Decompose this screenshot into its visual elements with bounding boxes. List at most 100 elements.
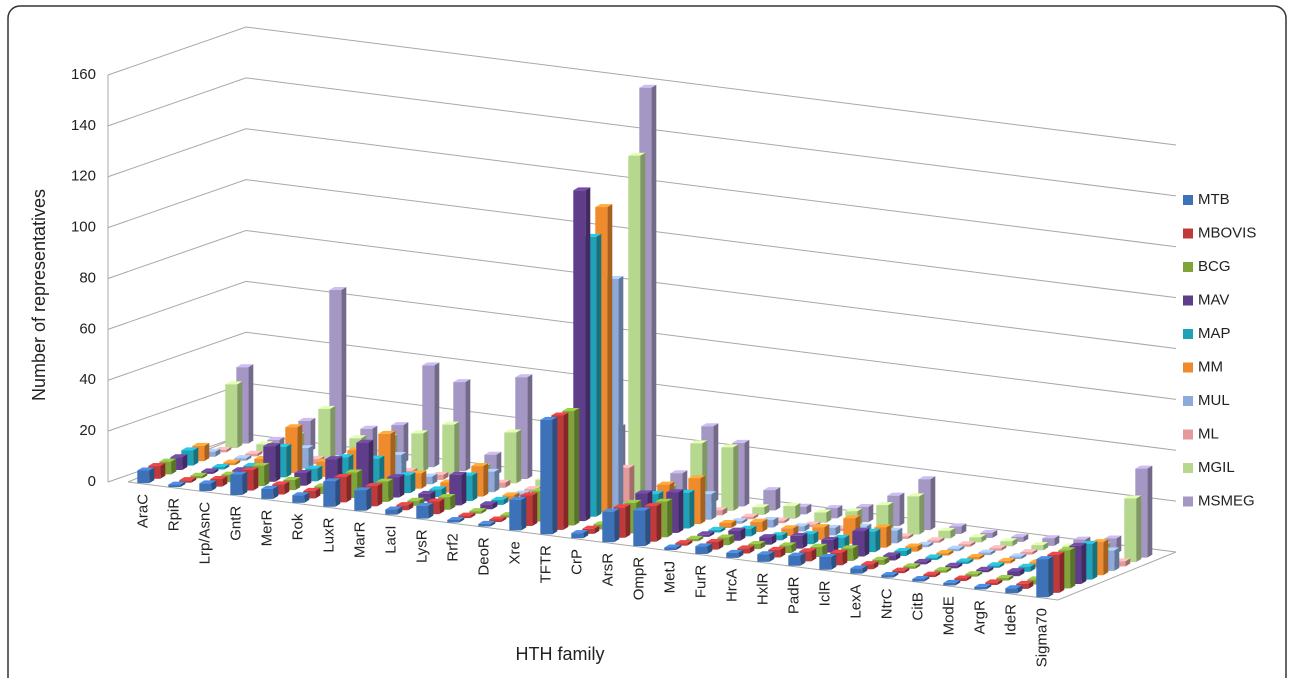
x-tick-label: LysR	[413, 529, 430, 563]
bar-front	[509, 499, 522, 531]
bar-side	[733, 444, 739, 511]
bar-front	[201, 471, 214, 474]
bar-top	[943, 579, 961, 583]
bar-side	[970, 541, 976, 547]
legend-label: ML	[1198, 425, 1219, 442]
bar-top	[810, 543, 828, 547]
bar-front	[1124, 498, 1137, 563]
bar-top	[192, 442, 210, 446]
bar-side	[1043, 542, 1049, 551]
bar-top	[737, 545, 755, 549]
bar-side	[718, 538, 724, 550]
bar	[996, 575, 1014, 581]
bar-top	[821, 536, 839, 540]
bar	[998, 557, 1016, 564]
bar-side	[784, 517, 790, 524]
bar-front	[489, 519, 502, 523]
bar-side	[1147, 465, 1153, 558]
x-tick-label: CrP	[568, 549, 585, 575]
bar-top	[954, 575, 972, 579]
bar-side	[711, 491, 717, 520]
bar-top	[199, 480, 217, 484]
bar-side	[235, 459, 241, 466]
bar-side	[802, 532, 808, 549]
bar-top	[945, 562, 963, 566]
bar-front	[759, 537, 772, 545]
bar-top	[938, 527, 956, 531]
bar-top	[303, 487, 321, 491]
bar-top	[675, 540, 693, 544]
bar-top	[852, 528, 870, 532]
bar-front	[927, 540, 940, 543]
bar-top	[688, 475, 706, 479]
bar	[201, 468, 219, 474]
legend-swatch	[1183, 362, 1193, 373]
bar-front	[199, 483, 212, 492]
bar-side	[908, 533, 914, 539]
bar-side	[939, 537, 945, 543]
bar-top	[1018, 563, 1036, 567]
bar-top	[234, 455, 252, 459]
bar-top	[907, 493, 925, 497]
bar-side	[775, 487, 781, 511]
bar-side	[1136, 495, 1142, 563]
bar-top	[726, 549, 744, 553]
bar-side	[421, 470, 427, 489]
bar	[927, 537, 945, 543]
bar-side	[295, 476, 301, 491]
bar-top	[1011, 533, 1029, 537]
bar-front	[956, 561, 969, 564]
bar-front	[225, 384, 238, 448]
bar-top	[148, 463, 166, 467]
bar-side	[1048, 556, 1054, 598]
bar-side	[713, 423, 719, 503]
bar-top	[905, 543, 923, 547]
bar-front	[1007, 571, 1020, 577]
bar-top	[980, 529, 998, 533]
bar-side	[1019, 568, 1025, 577]
legend-label: MSMEG	[1198, 492, 1255, 509]
bar-side	[926, 558, 932, 565]
bar	[719, 519, 737, 529]
bar-front	[212, 466, 225, 470]
bar-top	[540, 416, 558, 420]
bar-side	[494, 468, 500, 493]
bar-side	[771, 534, 777, 545]
bar-side	[722, 507, 728, 516]
y-axis-label: Number of representatives	[29, 189, 49, 401]
bar	[987, 562, 1005, 568]
bar-top	[267, 436, 285, 440]
y-tick-label: 20	[79, 422, 96, 439]
bar	[1000, 538, 1018, 547]
bar-side	[516, 429, 522, 484]
bar-top	[624, 499, 642, 503]
bar-top	[170, 454, 188, 458]
bar-front	[989, 548, 1002, 551]
bar-side	[946, 567, 952, 573]
legend-label: BCG	[1198, 258, 1231, 275]
bar-front	[223, 462, 236, 466]
bar-side	[804, 523, 810, 532]
bar	[1005, 585, 1023, 594]
bar	[179, 477, 197, 483]
bar-side	[948, 550, 954, 556]
bar-top	[1058, 547, 1076, 551]
bar-top	[998, 557, 1016, 561]
bar-side	[310, 417, 316, 452]
bar-top	[872, 556, 890, 560]
bar-top	[263, 443, 281, 447]
x-tick-label: LuxR	[320, 517, 337, 552]
bar-side	[950, 527, 956, 539]
bar-front	[318, 408, 331, 460]
bar-side	[368, 439, 374, 494]
bar-side	[1017, 585, 1023, 594]
bar-top	[261, 485, 279, 489]
bar-front	[1000, 541, 1013, 547]
bar	[989, 545, 1007, 551]
bar-top	[427, 498, 445, 502]
bar-top	[987, 562, 1005, 566]
bar-side	[760, 541, 766, 550]
bar	[721, 444, 739, 511]
bar-top	[422, 362, 440, 366]
